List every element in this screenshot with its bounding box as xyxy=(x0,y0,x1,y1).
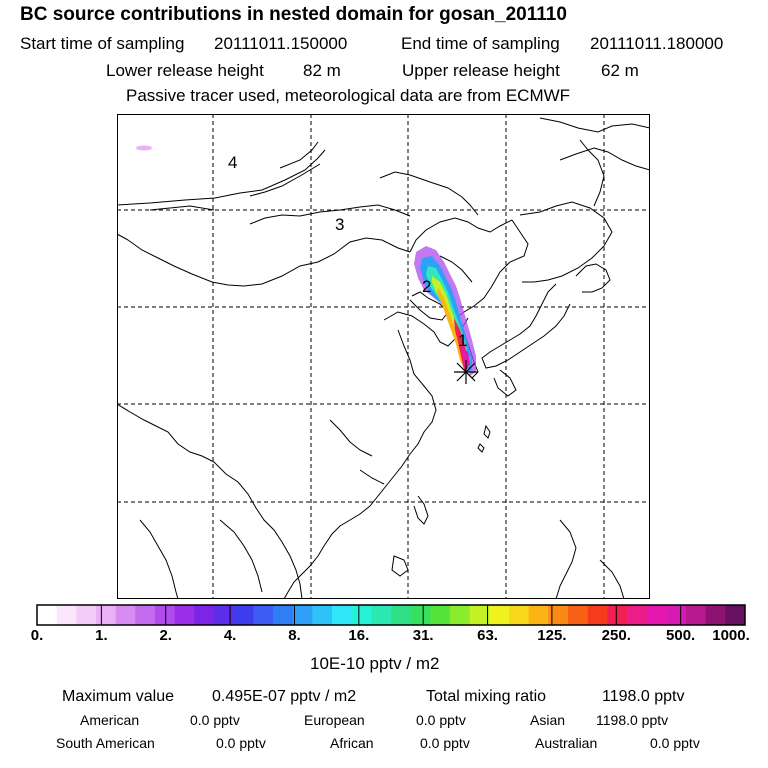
colorbar-swatch xyxy=(253,605,274,625)
colorbar-swatch xyxy=(725,605,746,625)
colorbar-tick-label: 1. xyxy=(95,627,108,644)
colorbar-swatch xyxy=(174,605,195,625)
colorbar-swatch xyxy=(587,605,608,625)
colorbar-swatch xyxy=(627,605,648,625)
colorbar-swatch xyxy=(233,605,254,625)
colorbar-swatch xyxy=(568,605,589,625)
map-frame xyxy=(117,114,650,599)
colorbar-tick-label: 1000. xyxy=(712,627,750,644)
south-american-value: 0.0 pptv xyxy=(216,735,266,751)
colorbar-tick-label: 125. xyxy=(537,627,567,644)
colorbar-swatch xyxy=(115,605,136,625)
end-time-label: End time of sampling xyxy=(401,34,560,53)
colorbar-units: 10E-10 pptv / m2 xyxy=(310,654,440,673)
tracer-note: Passive tracer used, meteorological data… xyxy=(126,86,571,105)
american-value: 0.0 pptv xyxy=(190,712,240,728)
colorbar-swatch xyxy=(666,605,687,625)
source-contribution-map: 4 3 2 1 xyxy=(117,114,650,599)
colorbar-swatch xyxy=(410,605,431,625)
colorbar-swatch xyxy=(56,605,77,625)
colorbar-swatch xyxy=(155,605,176,625)
lower-height-label: Lower release height xyxy=(106,61,264,80)
colorbar-swatch xyxy=(430,605,451,625)
max-value: 0.495E-07 pptv / m2 xyxy=(212,688,357,705)
american-label: American xyxy=(80,712,140,728)
colorbar-tick-label: 2. xyxy=(159,627,172,644)
colorbar xyxy=(36,604,746,626)
asian-label: Asian xyxy=(530,712,566,728)
map-label-3: 3 xyxy=(335,215,344,234)
colorbar-swatch xyxy=(351,605,372,625)
african-value: 0.0 pptv xyxy=(420,735,470,751)
colorbar-swatch xyxy=(37,605,58,625)
plume-footprint xyxy=(136,145,476,376)
colorbar-swatch xyxy=(489,605,510,625)
colorbar-swatch xyxy=(686,605,707,625)
page-title: BC source contributions in nested domain… xyxy=(20,4,567,25)
asian-value: 1198.0 pptv xyxy=(596,712,669,728)
colorbar-tick-label: 63. xyxy=(477,627,498,644)
total-mixing-label: Total mixing ratio xyxy=(426,688,547,705)
colorbar-swatch xyxy=(273,605,294,625)
start-time-value: 20111011.150000 xyxy=(214,34,348,53)
colorbar-tick-label: 250. xyxy=(601,627,631,644)
colorbar-swatch xyxy=(96,605,117,625)
max-value-label: Maximum value xyxy=(62,688,175,705)
map-label-4: 4 xyxy=(228,153,237,172)
australian-value: 0.0 pptv xyxy=(650,735,700,751)
lat-lon-grid xyxy=(117,114,650,599)
colorbar-swatch xyxy=(607,605,628,625)
colorbar-swatch xyxy=(469,605,490,625)
colorbar-swatch xyxy=(509,605,530,625)
upper-height-value: 62 m xyxy=(601,61,639,80)
colorbar-swatch xyxy=(135,605,156,625)
colorbar-swatch xyxy=(292,605,313,625)
european-value: 0.0 pptv xyxy=(416,712,466,728)
colorbar-border xyxy=(36,604,746,626)
african-label: African xyxy=(330,735,374,751)
south-american-label: South American xyxy=(56,735,155,751)
colorbar-tick-label: 500. xyxy=(666,627,696,644)
colorbar-tick-label: 31. xyxy=(412,627,434,644)
australian-label: Australian xyxy=(535,735,598,751)
upper-height-label: Upper release height xyxy=(402,61,560,80)
far-plume-fragment xyxy=(136,145,152,151)
colorbar-swatch xyxy=(450,605,471,625)
colorbar-swatch xyxy=(371,605,392,625)
colorbar-swatch xyxy=(76,605,97,625)
european-label: European xyxy=(304,712,365,728)
colorbar-swatch xyxy=(214,605,235,625)
total-mixing-value: 1198.0 pptv xyxy=(602,688,685,705)
colorbar-swatch xyxy=(548,605,569,625)
colorbar-tick-label: 8. xyxy=(288,627,301,644)
colorbar-swatch xyxy=(646,605,667,625)
colorbar-swatch xyxy=(705,605,726,625)
lower-height-value: 82 m xyxy=(303,61,341,80)
colorbar-swatch xyxy=(194,605,215,625)
colorbar-swatch xyxy=(332,605,353,625)
colorbar-tick-label: 16. xyxy=(348,627,370,644)
start-time-label: Start time of sampling xyxy=(20,34,185,53)
map-label-1: 1 xyxy=(458,331,467,350)
colorbar-swatch xyxy=(312,605,333,625)
colorbar-swatch xyxy=(528,605,549,625)
colorbar-tick-label: 4. xyxy=(223,627,237,644)
map-label-2: 2 xyxy=(422,277,431,296)
colorbar-swatch xyxy=(391,605,412,625)
colorbar-tick-label: 0. xyxy=(30,627,44,644)
end-time-value: 20111011.180000 xyxy=(590,34,724,53)
asterisk-icon xyxy=(454,360,478,384)
